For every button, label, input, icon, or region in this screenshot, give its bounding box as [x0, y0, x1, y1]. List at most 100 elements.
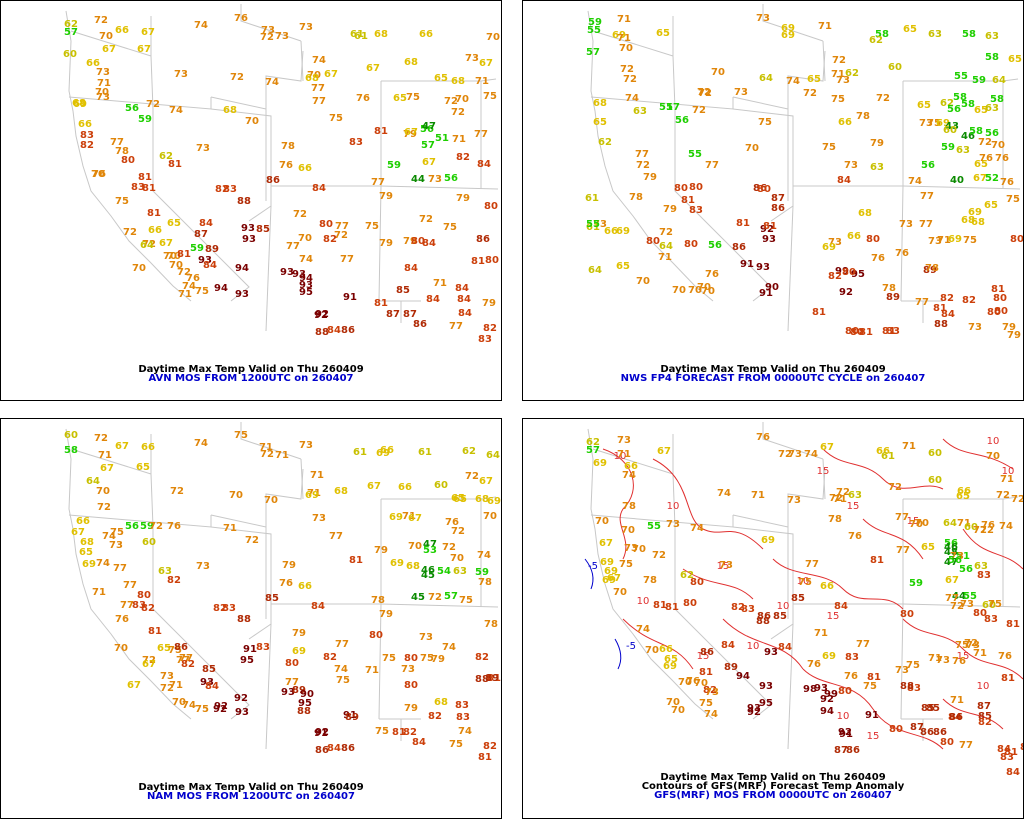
state-border [210, 108, 272, 222]
station-temp: 92 [820, 694, 834, 705]
station-temp: 57 [586, 47, 600, 58]
state-border [674, 109, 772, 302]
station-temp: 71 [178, 289, 192, 300]
station-temp: 81 [374, 126, 388, 137]
station-temp: 73 [919, 118, 933, 129]
station-temp: 68 [334, 486, 348, 497]
station-temp: 71 [831, 69, 845, 80]
station-temp: 86 [771, 203, 785, 214]
station-temp: 70 [307, 70, 321, 81]
station-temp: 67 [657, 446, 671, 457]
station-temp: 67 [115, 441, 129, 452]
station-temp: 47 [423, 539, 437, 550]
station-temp: 74 [999, 521, 1013, 532]
station-temp: 51 [435, 133, 449, 144]
station-temp: 72 [973, 525, 987, 536]
caption-contours: Contours of GFS(MRF) Forecast Temp Anoma… [641, 781, 905, 792]
station-temp: 84 [778, 642, 792, 653]
station-temp: 76 [981, 520, 995, 531]
station-temp: 82 [215, 184, 229, 195]
station-temp: 74 [194, 438, 208, 449]
station-temp: 67 [142, 659, 156, 670]
station-temp: 84 [412, 737, 426, 748]
station-temp: 67 [820, 442, 834, 453]
station-temp: 70 [245, 116, 259, 127]
anomaly-contour [602, 448, 634, 560]
station-temp: 79 [643, 172, 657, 183]
station-temp: 90 [765, 282, 779, 293]
station-temp: 77 [959, 740, 973, 751]
station-temp: 77 [474, 129, 488, 140]
station-temp: 80 [757, 184, 771, 195]
station-temp: 84 [404, 263, 418, 274]
station-temp: 61 [586, 222, 600, 233]
station-temp: 75 [336, 675, 350, 686]
state-border [732, 526, 794, 640]
station-temp: 69 [292, 646, 306, 657]
station-temp: 78 [484, 619, 498, 630]
station-temp: 52 [985, 173, 999, 184]
caption-title: Daytime Max Temp Valid on Thu 260409 [660, 364, 886, 375]
station-temp: 62 [64, 19, 78, 30]
station-temp: 80 [485, 255, 499, 266]
station-temp: 83 [845, 652, 859, 663]
station-temp: 74 [636, 624, 650, 635]
station-temp: 59 [387, 160, 401, 171]
station-temp: 46 [961, 131, 975, 142]
station-temp: 75 [798, 577, 812, 588]
station-temp: 98 [803, 684, 817, 695]
station-temp: 88 [934, 319, 948, 330]
station-temp: 72 [950, 601, 964, 612]
station-temp: 75 [110, 527, 124, 538]
station-temp: 72 [803, 88, 817, 99]
station-temp: 74 [690, 523, 704, 534]
station-temp: 77 [896, 545, 910, 556]
station-temp: 68 [406, 561, 420, 572]
station-temp: 80 [684, 239, 698, 250]
anomaly-contour [682, 568, 754, 600]
station-temp: 72 [442, 542, 456, 553]
station-temp: 77 [179, 653, 193, 664]
station-temp: 72 [94, 15, 108, 26]
station-temp: 83 [984, 614, 998, 625]
station-temp: 69 [663, 661, 677, 672]
station-temp: 57 [666, 102, 680, 113]
station-temp: 72 [260, 32, 274, 43]
station-temp: 62 [159, 151, 173, 162]
station-temp: 85 [265, 593, 279, 604]
station-temp: 72 [260, 449, 274, 460]
station-temp: 77 [340, 254, 354, 265]
station-temp: 84 [327, 325, 341, 336]
station-temp: 76 [279, 578, 293, 589]
state-border [265, 623, 272, 750]
station-temp: 85 [773, 611, 787, 622]
station-temp: 71 [97, 78, 111, 89]
station-temp: 74 [182, 700, 196, 711]
station-temp: 70 [298, 233, 312, 244]
station-temp: 83 [741, 604, 755, 615]
station-temp: 73 [828, 237, 842, 248]
station-temp: 77 [312, 96, 326, 107]
station-temp: 75 [234, 430, 248, 441]
station-temp: 55 [954, 71, 968, 82]
station-temp: 73 [160, 671, 174, 682]
station-temp: 56 [444, 173, 458, 184]
station-temp: 55 [688, 149, 702, 160]
station-temp: 75 [483, 91, 497, 102]
anomaly-contour [942, 438, 1014, 470]
station-temp: 82 [167, 575, 181, 586]
station-temp: 58 [969, 126, 983, 137]
station-temp: 92 [838, 727, 852, 738]
station-temp: 72 [888, 482, 902, 493]
station-temp: 71 [169, 680, 183, 691]
station-temp: 80 [993, 293, 1007, 304]
station-temp: 75 [619, 559, 633, 570]
station-temp: 59 [588, 17, 602, 28]
station-temp: 77 [449, 321, 463, 332]
station-temp: 92 [747, 707, 761, 718]
station-temp: 76 [705, 269, 719, 280]
station-temp: 78 [115, 146, 129, 157]
station-temp: 67 [973, 173, 987, 184]
station-temp: 73 [950, 551, 964, 562]
station-temp: 93 [292, 269, 306, 280]
